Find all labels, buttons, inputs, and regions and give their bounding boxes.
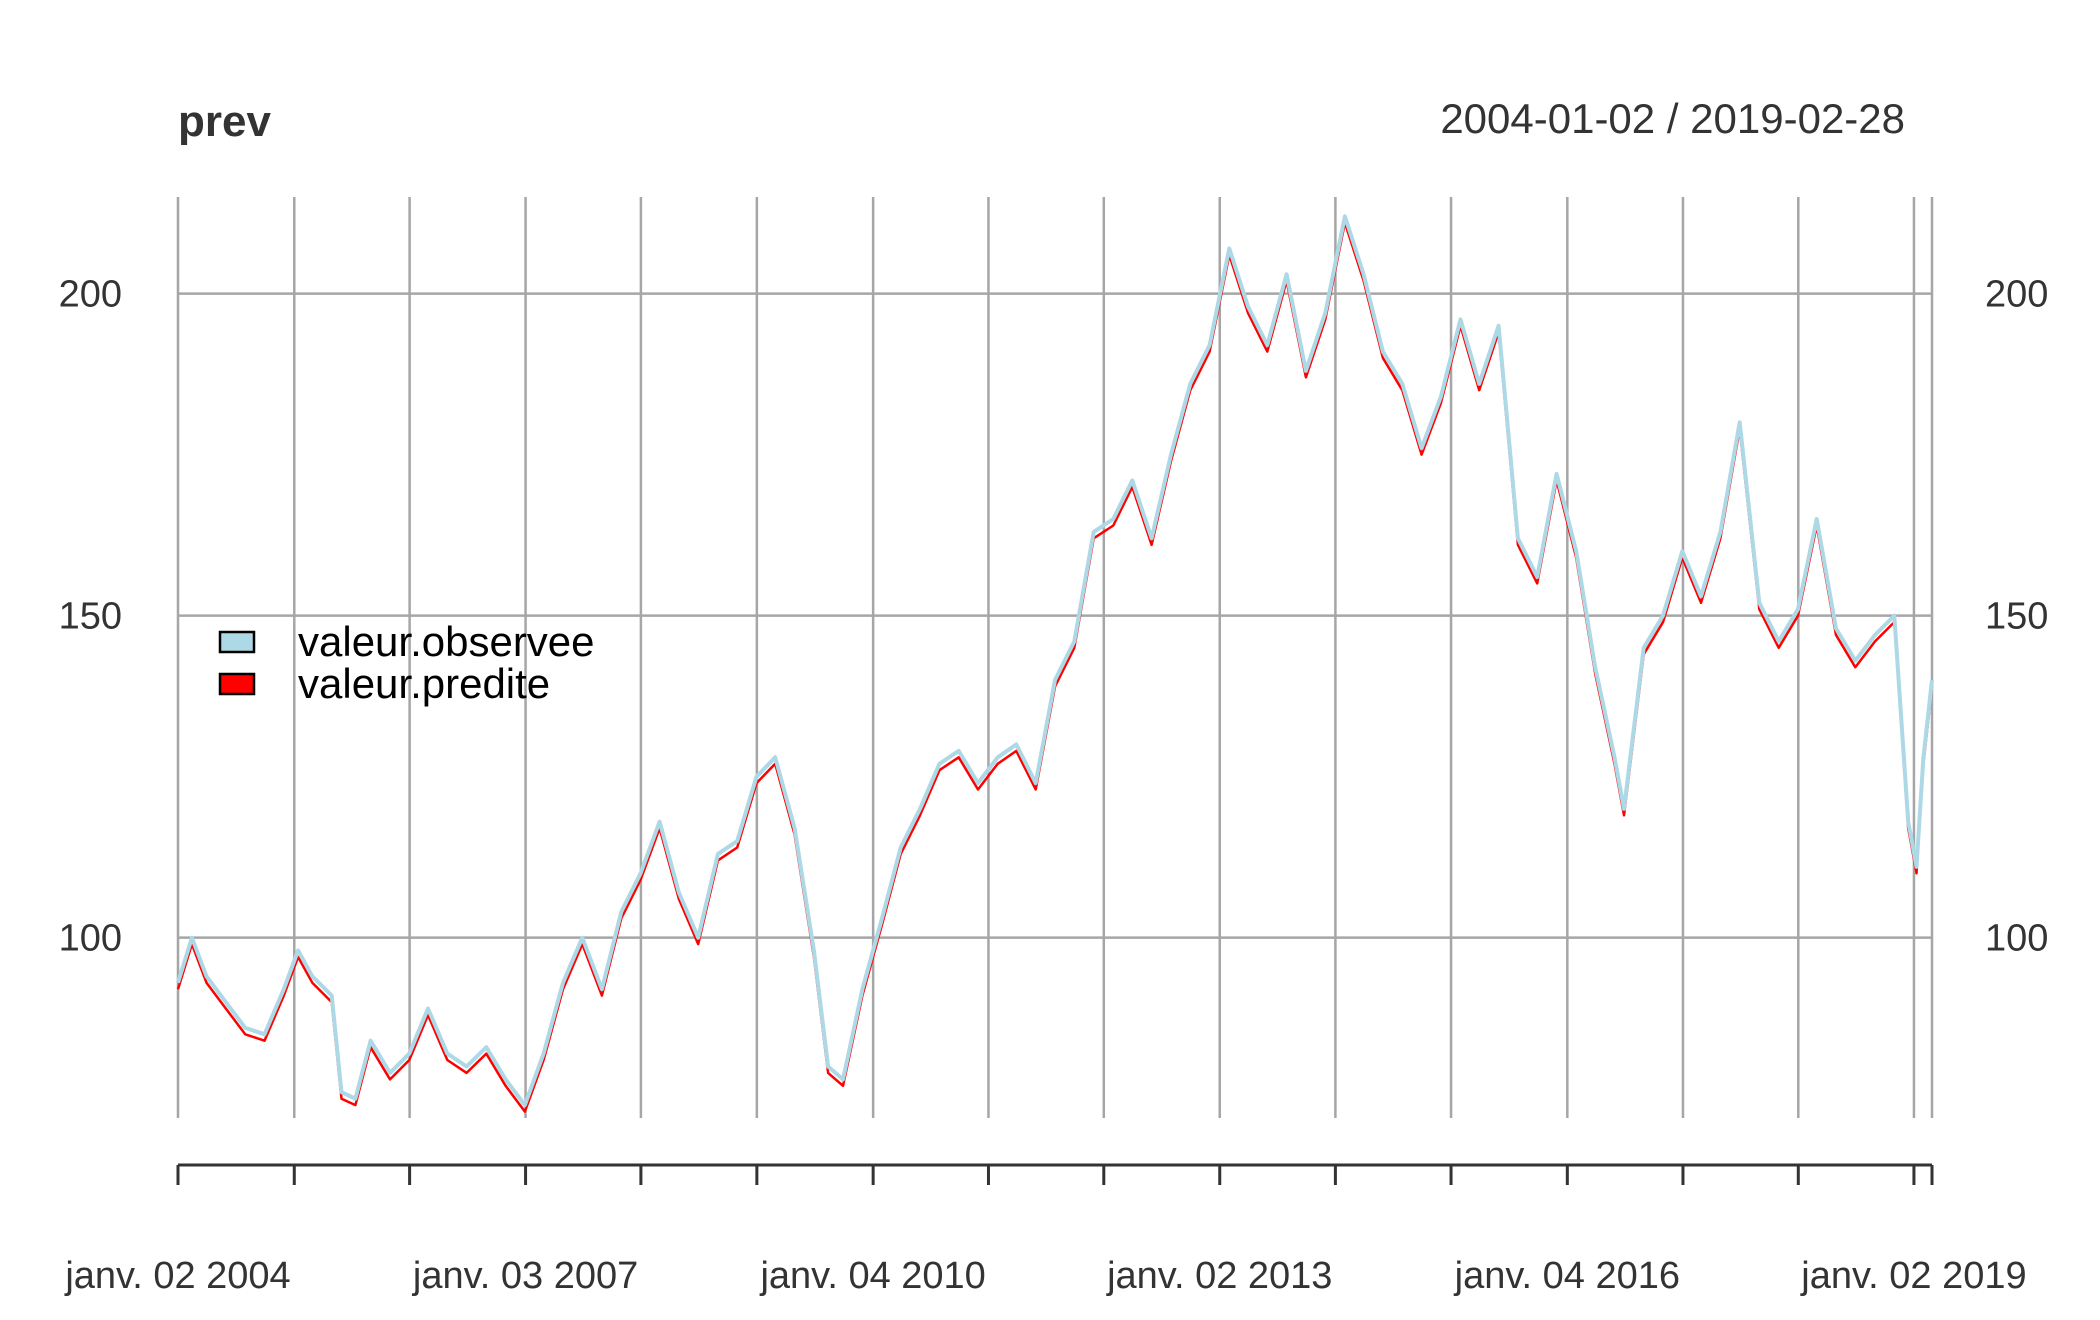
y-axis-ticks: 100 100 150 150 200 200	[59, 274, 2049, 960]
y-tick-label-left: 200	[59, 274, 122, 316]
y-tick-label-right: 200	[1985, 274, 2048, 316]
x-tick-label: janv. 02 2013	[1106, 1255, 1332, 1297]
legend-swatch-valeur.predite	[218, 672, 256, 696]
y-tick-label-left: 100	[59, 918, 122, 960]
chart-date-range: 2004-01-02 / 2019-02-28	[1440, 95, 1905, 142]
y-tick-label-right: 100	[1985, 918, 2048, 960]
x-axis: janv. 02 2004 janv. 03 2007 janv. 04 2010 j…	[64, 1163, 2027, 1297]
x-tick-label: janv. 04 2010	[759, 1255, 985, 1297]
x-tick-label: janv. 02 2004	[64, 1255, 290, 1297]
series-line-valeur.observee	[176, 214, 1934, 1108]
y-tick-label-left: 150	[59, 596, 122, 638]
series-lines	[176, 214, 1934, 1113]
legend-swatch-valeur.observee	[218, 630, 256, 654]
x-tick-label: janv. 02 2019	[1800, 1255, 2026, 1297]
chart-title: prev	[178, 97, 271, 146]
y-tick-label-right: 150	[1985, 596, 2048, 638]
legend-label: valeur.observee	[298, 618, 595, 665]
x-tick-label: janv. 04 2016	[1454, 1255, 1680, 1297]
legend-label: valeur.predite	[298, 660, 550, 707]
x-tick-label: janv. 03 2007	[412, 1255, 638, 1297]
